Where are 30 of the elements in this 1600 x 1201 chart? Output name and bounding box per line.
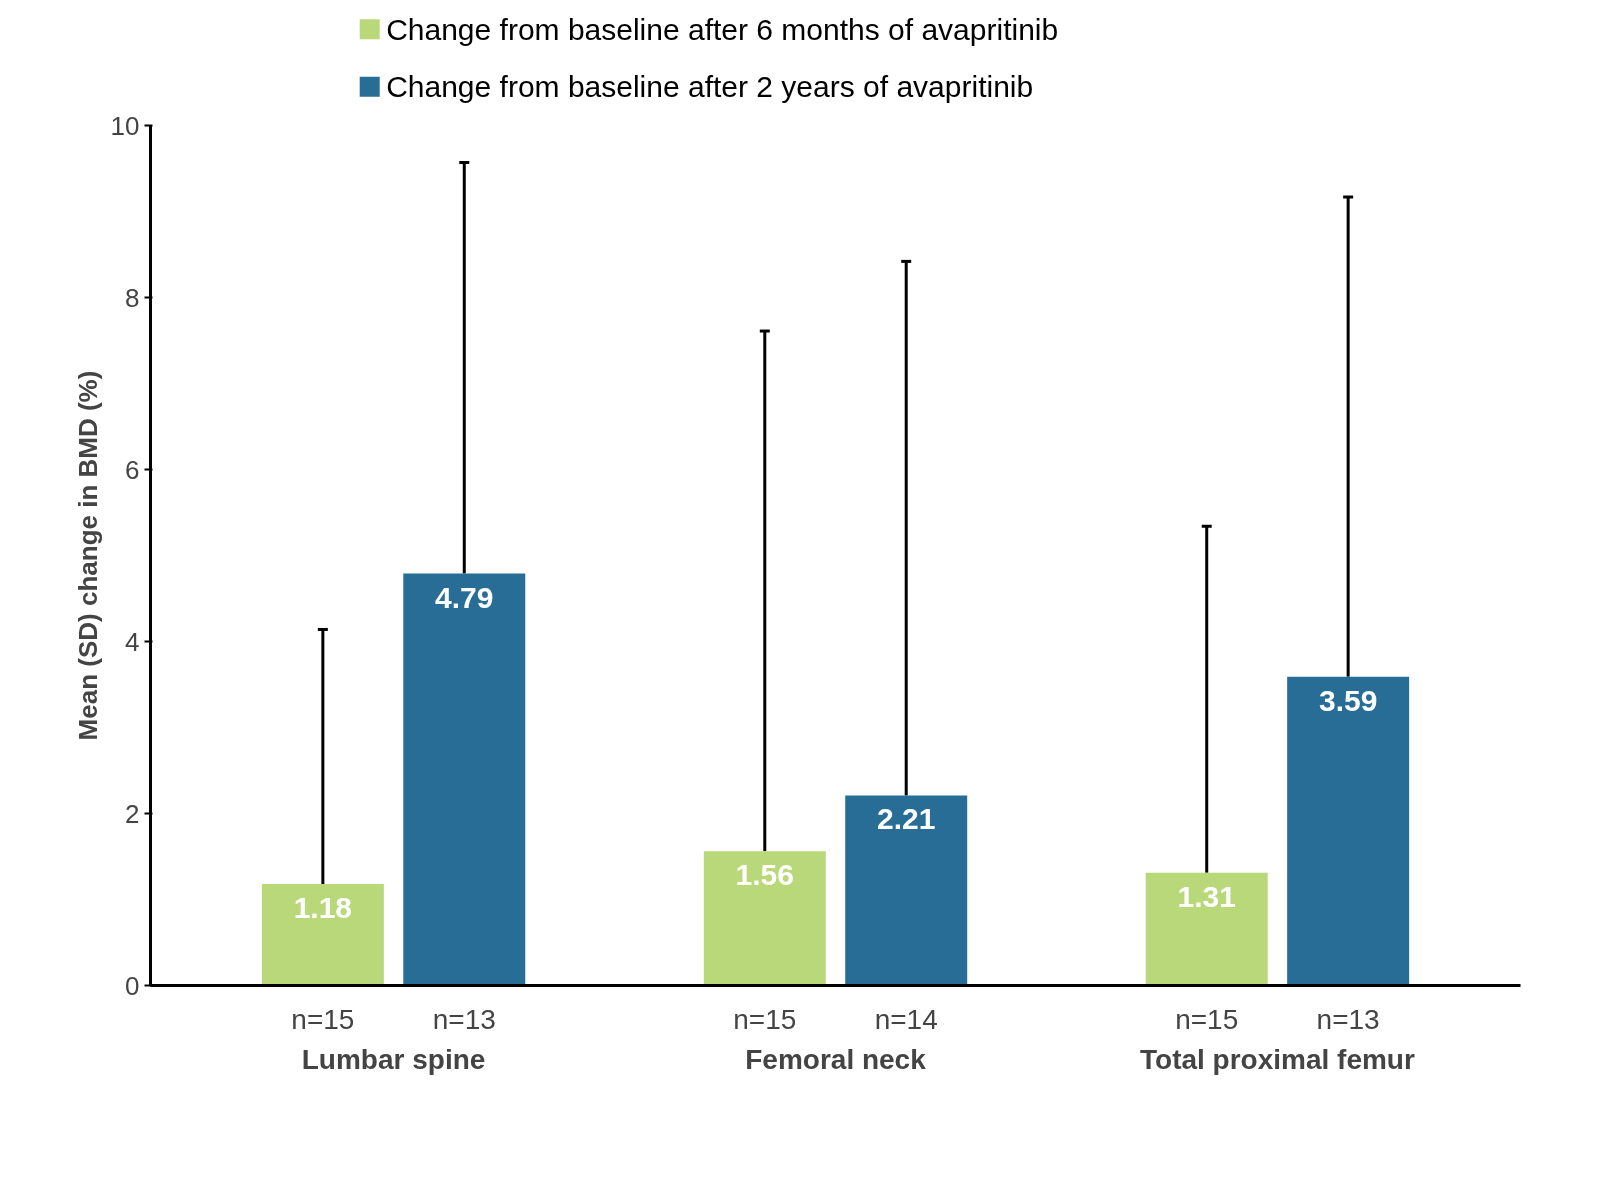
y-tick-label: 4 bbox=[125, 626, 140, 657]
data-label: 4.79 bbox=[435, 580, 494, 614]
bar bbox=[1145, 872, 1268, 986]
data-label: 1.18 bbox=[293, 891, 353, 925]
y-axis-title: Mean (SD) change in BMD (%) bbox=[72, 370, 103, 741]
bar bbox=[703, 851, 826, 986]
y-tick-label: 0 bbox=[125, 970, 140, 1001]
bar bbox=[845, 795, 968, 986]
legend-label: Change from baseline after 6 months of avapritinib bbox=[386, 12, 1059, 46]
legend-label: Change from baseline after 2 years of avapritinib bbox=[386, 70, 1034, 104]
x-tick-label: Femoral neck bbox=[745, 1043, 927, 1075]
data-label: 3.59 bbox=[1318, 683, 1378, 717]
text: n=15 bbox=[1175, 1003, 1239, 1035]
x-tick-label: Total proximal femur bbox=[1140, 1043, 1415, 1075]
bar bbox=[403, 573, 526, 986]
data-label: 1.56 bbox=[735, 858, 794, 892]
text: n=15 bbox=[733, 1003, 797, 1035]
text: n=14 bbox=[874, 1003, 938, 1035]
data-label: 2.21 bbox=[877, 802, 936, 836]
bar bbox=[261, 884, 384, 986]
y-tick-label: 2 bbox=[125, 798, 140, 829]
y-tick-label: 8 bbox=[125, 282, 140, 313]
bar bbox=[1287, 676, 1410, 986]
text: n=15 bbox=[291, 1003, 355, 1035]
y-tick-label: 10 bbox=[110, 110, 140, 141]
data-label: 1.31 bbox=[1177, 879, 1236, 913]
text: n=13 bbox=[1316, 1003, 1380, 1035]
text: n=13 bbox=[432, 1003, 496, 1035]
y-tick-label: 6 bbox=[125, 454, 140, 485]
x-tick-label: Lumbar spine bbox=[301, 1043, 486, 1075]
